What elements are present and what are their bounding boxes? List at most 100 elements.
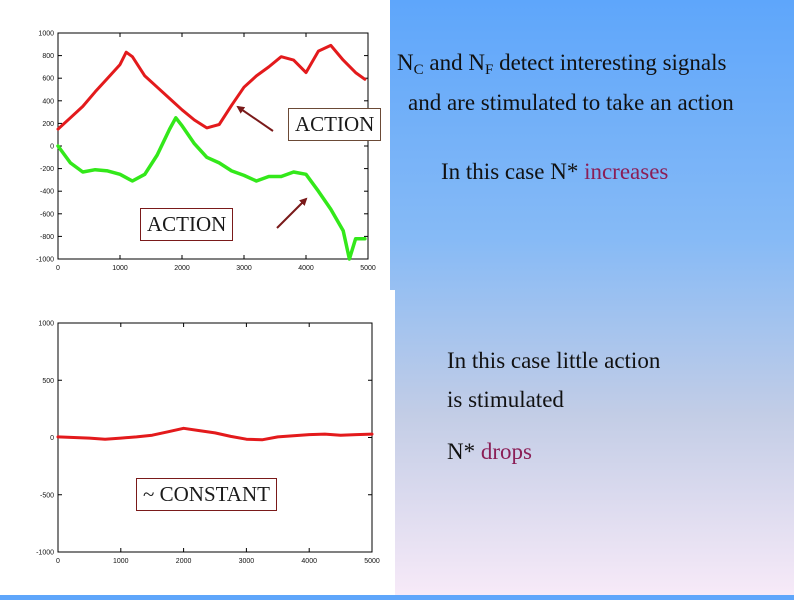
- bottom-series-red-point: [120, 437, 122, 439]
- top-ytick-label: -800: [40, 234, 54, 241]
- action-arrow-bottom: [276, 197, 308, 229]
- top-ytick-label: -600: [40, 211, 54, 218]
- top-series-green-point: [268, 175, 270, 178]
- top-series-red-point: [268, 66, 270, 68]
- bottom-series-red-point: [371, 433, 373, 435]
- top-series-red-point: [230, 104, 233, 107]
- top-series-green-point: [230, 170, 233, 172]
- top-series-red-point: [218, 123, 220, 126]
- caption-nf-letter: N: [468, 50, 485, 75]
- top-ytick-label: 600: [42, 76, 54, 83]
- caption-increases-word: increases: [584, 159, 669, 184]
- top-series-red-point: [57, 128, 59, 130]
- top-series-red-point: [364, 78, 366, 81]
- top-series-green-point: [280, 175, 283, 178]
- caption-stimulated: and are stimulated to take an action: [408, 90, 734, 115]
- caption-increases-prefix: In this case N*: [441, 159, 585, 184]
- top-series-green-point: [255, 180, 258, 182]
- bottom-series-red-point: [261, 438, 263, 441]
- bottom-xtick-label: 5000: [364, 558, 380, 565]
- caption-detect-rest: detect interesting signals: [493, 50, 727, 75]
- caption-drops-word: drops: [480, 439, 532, 464]
- bottom-ytick-label: 1000: [38, 321, 54, 328]
- top-series-red-point: [280, 55, 283, 58]
- top-series-green-point: [57, 145, 59, 147]
- top-series-green-line: [56, 116, 367, 261]
- top-series-green-point: [348, 258, 351, 260]
- top-series-green-point: [342, 229, 345, 232]
- bottom-series-red-point: [182, 427, 185, 430]
- top-series-red-point: [119, 63, 121, 66]
- top-series-red-point: [305, 71, 307, 74]
- top-series-green-point: [206, 156, 208, 159]
- bottom-xtick-label: 2000: [176, 558, 192, 565]
- top-xtick-label: 5000: [360, 265, 376, 272]
- caption-increases: In this case N* increases: [441, 159, 668, 185]
- top-xtick-label: 2000: [174, 265, 190, 272]
- top-series-green-point: [168, 128, 171, 130]
- top-ytick-label: 0: [50, 144, 54, 151]
- bottom-series-red-point: [308, 433, 311, 436]
- bottom-series-red-point: [198, 429, 201, 432]
- top-xtick-label: 4000: [298, 265, 314, 272]
- top-series-green-point: [354, 237, 357, 240]
- top-series-red-point: [131, 55, 134, 58]
- bottom-series-red-point: [151, 434, 153, 437]
- top-series-red-point: [94, 90, 96, 93]
- top-xtick-label: 3000: [236, 265, 252, 272]
- bottom-series-red-point: [214, 432, 216, 434]
- top-series-green-point: [305, 173, 307, 176]
- top-series-green-point: [218, 162, 220, 164]
- top-series-red-point: [255, 75, 258, 77]
- top-series-red-point: [106, 77, 109, 79]
- top-series-red-point: [193, 119, 196, 121]
- top-series-green-point: [119, 173, 121, 176]
- top-series-red-point: [144, 75, 146, 77]
- constant-label: ~ CONSTANT: [136, 478, 277, 511]
- bottom-series-red-point: [57, 436, 59, 438]
- bottom-series-red-point: [229, 435, 232, 438]
- bottom-ytick-label: -500: [40, 492, 54, 499]
- caption-nc-letter: N: [397, 50, 414, 75]
- bottom-series-red-point: [339, 434, 342, 437]
- top-ytick-label: -200: [40, 166, 54, 173]
- caption-and: and: [423, 50, 469, 75]
- action-arrow-top: [236, 105, 274, 132]
- top-series-red-point: [125, 51, 127, 54]
- top-series-green-point: [243, 174, 245, 177]
- caption-nc-subscript: C: [413, 62, 424, 78]
- top-series-red-point: [354, 71, 357, 74]
- top-series-green-point: [330, 208, 332, 211]
- bottom-series-red-point: [292, 434, 295, 437]
- top-series-green-point: [181, 124, 183, 127]
- top-series-green-point: [364, 237, 366, 240]
- bottom-xtick-label: 4000: [301, 558, 317, 565]
- top-ytick-label: 800: [42, 53, 54, 60]
- top-series-green-point: [69, 162, 72, 164]
- top-series-green-point: [317, 190, 320, 192]
- top-series-green-point: [156, 154, 158, 156]
- top-series-red-point: [243, 86, 245, 89]
- top-ytick-label: -1000: [36, 257, 54, 264]
- top-series-green-point: [106, 170, 109, 172]
- bottom-ytick-label: -1000: [36, 550, 54, 557]
- top-ytick-label: -400: [40, 189, 54, 196]
- caption-nf-subscript: F: [484, 62, 494, 78]
- bottom-series-red-point: [88, 437, 91, 439]
- caption-detect: NC and NF detect interesting signals: [397, 50, 726, 79]
- caption-drops: N* drops: [447, 439, 532, 465]
- bottom-series-red-point: [135, 436, 138, 438]
- top-series-red-point: [342, 59, 345, 61]
- bottom-series-red-point: [245, 438, 248, 441]
- top-series-green-point: [175, 116, 177, 119]
- top-ytick-label: 1000: [38, 31, 54, 38]
- top-series-green-point: [193, 142, 196, 145]
- top-series-red-point: [69, 116, 72, 119]
- chart-bottom-panel: 1000 500 0 -500 -1000 0 1000 2000 3000 4000 5000: [0, 290, 395, 595]
- top-ytick-label: 400: [42, 98, 54, 105]
- bottom-xtick-label: 0: [56, 558, 60, 565]
- top-series-red-point: [82, 105, 84, 108]
- top-series-green-point: [131, 180, 134, 182]
